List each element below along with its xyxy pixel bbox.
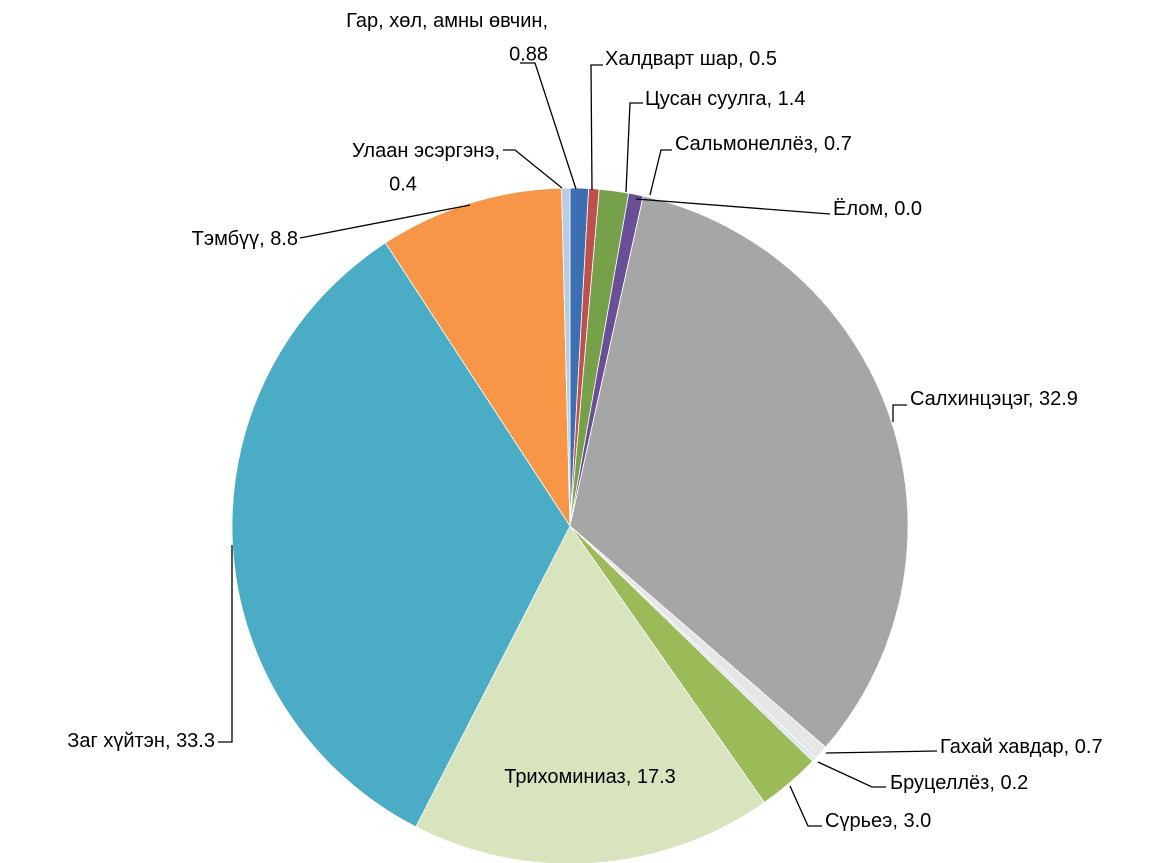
slices: [231, 187, 909, 863]
leader-line: [218, 545, 233, 743]
leader-line: [635, 198, 831, 215]
label-separator: ,: [767, 88, 778, 110]
label-value: 17.3: [637, 766, 676, 788]
label-category: Сүрьеэ: [825, 810, 892, 832]
label-separator: ,: [494, 140, 500, 162]
data-label: Ёлом, 0.0: [833, 198, 922, 220]
label-separator: ,: [892, 810, 903, 832]
label-value: 0.7: [1075, 736, 1103, 758]
data-label-value: 0.4: [389, 173, 417, 195]
label-value: 0.7: [824, 133, 852, 155]
label-category: Бруцеллёз: [890, 772, 989, 794]
label-separator: ,: [1064, 736, 1075, 758]
data-label: Цусан суулга, 1.4: [645, 88, 805, 110]
leader-line: [649, 149, 672, 196]
label-category: Улаан эсэргэнэ: [352, 140, 494, 162]
label-separator: ,: [259, 228, 270, 250]
data-label: Гахай хавдар, 0.7: [940, 736, 1103, 758]
label-value: 0.2: [1000, 772, 1028, 794]
label-value: 0.5: [749, 48, 777, 70]
leader-line: [825, 750, 938, 754]
data-label: Бруцеллёз, 0.2: [890, 772, 1028, 794]
label-separator: ,: [883, 198, 894, 220]
data-label: Улаан эсэргэнэ,: [352, 140, 500, 162]
label-category: Гахай хавдар: [940, 736, 1064, 758]
label-separator: ,: [626, 766, 637, 788]
pie-slice: [231, 242, 571, 828]
data-label: Трихоминиаз, 17.3: [504, 766, 676, 788]
data-label: Салхинцэцэг, 32.9: [910, 388, 1078, 410]
label-value: 33.3: [176, 730, 215, 752]
data-label-value: 0.88: [509, 43, 548, 65]
pie-slice: [384, 187, 571, 528]
label-category: Гар, хөл, амны өвчин: [346, 10, 542, 32]
data-label: Гар, хөл, амны өвчин,: [346, 10, 548, 32]
data-label: Сүрьеэ, 3.0: [825, 810, 931, 832]
leader-line: [789, 785, 822, 827]
label-category: Заг хүйтэн: [67, 730, 165, 752]
label-value: 1.4: [778, 88, 806, 110]
label-separator: ,: [1028, 388, 1039, 410]
leader-line: [520, 62, 577, 190]
label-category: Тэмбүү: [192, 228, 259, 250]
label-separator: ,: [738, 48, 749, 70]
label-separator: ,: [542, 10, 548, 32]
leader-line: [625, 102, 643, 193]
label-category: Салхинцэцэг: [910, 388, 1030, 410]
leader-line: [892, 404, 907, 422]
label-category: Цусан суулга: [645, 88, 767, 110]
leader-line: [590, 64, 603, 191]
label-value: 3.0: [903, 810, 931, 832]
leader-line: [299, 204, 471, 239]
leader-line: [503, 149, 563, 189]
pie-slice: [415, 525, 765, 863]
data-label: Заг хүйтэн, 33.3: [67, 730, 215, 752]
label-value: 32.9: [1039, 388, 1078, 410]
pie-slice: [569, 195, 909, 748]
label-separator: ,: [165, 730, 176, 752]
data-label: Халдварт шар, 0.5: [605, 48, 777, 70]
label-value: 8.8: [270, 228, 298, 250]
label-separator: ,: [813, 133, 824, 155]
data-label: Сальмонеллёз, 0.7: [675, 133, 852, 155]
label-value: 0.0: [894, 198, 922, 220]
label-category: Сальмонеллёз: [675, 133, 813, 155]
label-category: Трихоминиаз: [504, 766, 626, 788]
label-category: Халдварт шар: [605, 48, 738, 70]
label-separator: ,: [989, 772, 1000, 794]
label-category: Ёлом: [833, 198, 883, 220]
data-label: Тэмбүү, 8.8: [192, 228, 298, 250]
leader-line: [817, 761, 886, 788]
